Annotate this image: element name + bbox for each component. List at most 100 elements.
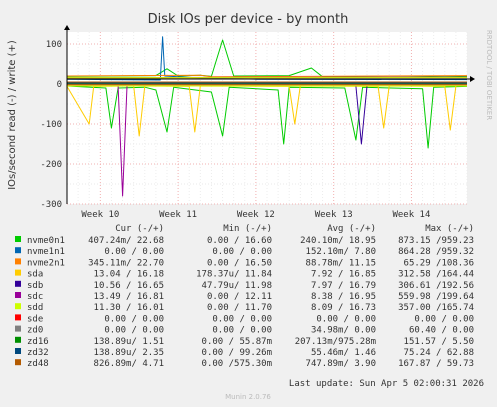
legend-cur-value: 0.00 / 0.00 bbox=[104, 326, 164, 336]
legend-max-value: 0.00 / 0.00 bbox=[414, 314, 474, 324]
x-tick-label: Week 14 bbox=[392, 210, 430, 220]
legend-series-name: sda bbox=[27, 270, 43, 280]
y-tick-label: 0 bbox=[57, 80, 62, 90]
legend-min-value: 0.00 /575.30m bbox=[202, 359, 272, 369]
legend-min-value: 0.00 / 11.70 bbox=[207, 303, 272, 313]
legend-series-name: zd32 bbox=[27, 348, 49, 358]
x-tick-labels: Week 10 Week 11 Week 12 Week 13 Week 14 bbox=[81, 210, 430, 220]
series-nvme2n1-write-line bbox=[66, 74, 468, 78]
legend-row-sdd: sdd 11.30 / 16.01 0.00 / 11.70 8.09 / 16.73… bbox=[15, 303, 474, 313]
legend-avg-value: 240.10m/ 18.95 bbox=[300, 236, 376, 246]
x-tick-label: Week 11 bbox=[159, 210, 197, 220]
series-lines bbox=[66, 36, 468, 197]
legend-series-name: nvme0n1 bbox=[27, 236, 65, 246]
legend-max-value: 306.61 /192.56 bbox=[398, 281, 474, 291]
legend-avg-value: 0.00 / 0.00 bbox=[316, 314, 376, 324]
legend-avg-value: 8.38 / 16.95 bbox=[311, 292, 376, 302]
legend-max-value: 559.98 /199.64 bbox=[398, 292, 474, 302]
legend-header-cur: Cur (-/+) bbox=[115, 224, 164, 234]
last-update: Last update: Sun Apr 5 02:00:31 2026 bbox=[289, 379, 484, 389]
grid-lines bbox=[66, 32, 468, 205]
legend-max-value: 75.24 / 62.88 bbox=[404, 348, 474, 358]
legend-swatch bbox=[15, 258, 21, 265]
legend-series-name: sdb bbox=[27, 281, 43, 291]
legend-swatch bbox=[15, 314, 21, 321]
legend-row-nvme1n1: nvme1n1 0.00 / 0.00 0.00 / 0.00 152.10m/ 7.… bbox=[15, 247, 474, 257]
legend-header-min: Min (-/+) bbox=[223, 224, 272, 234]
legend-row-sde: sde 0.00 / 0.00 0.00 / 0.00 0.00 / 0.00 0.00… bbox=[15, 314, 474, 324]
legend-min-value: 47.79u/ 11.98 bbox=[202, 281, 272, 291]
legend-max-value: 357.00 /165.74 bbox=[398, 303, 474, 313]
legend-series-name: sdd bbox=[27, 303, 43, 313]
legend-avg-value: 747.89m/ 3.90 bbox=[306, 359, 376, 369]
legend-max-value: 65.29 /108.36 bbox=[404, 258, 474, 268]
legend-min-value: 0.00 / 99.26m bbox=[202, 348, 272, 358]
legend-max-value: 60.40 / 0.00 bbox=[409, 326, 474, 336]
legend-swatch bbox=[15, 303, 21, 310]
legend-swatch bbox=[15, 359, 21, 366]
legend-row-nvme0n1: nvme0n1 407.24m/ 22.68 0.00 / 16.60 240.10m… bbox=[15, 236, 474, 246]
legend-swatch bbox=[15, 348, 21, 354]
x-axis-arrow-icon bbox=[470, 76, 475, 82]
legend-swatch bbox=[15, 269, 21, 276]
x-tick-label: Week 10 bbox=[81, 210, 119, 220]
legend-cur-value: 11.30 / 16.01 bbox=[94, 303, 164, 313]
legend-cur-value: 826.89m/ 4.71 bbox=[94, 359, 164, 369]
legend-series-name: zd48 bbox=[27, 359, 49, 369]
chart-title: Disk IOs per device - by month bbox=[148, 12, 349, 27]
legend-min-value: 178.37u/ 11.84 bbox=[196, 270, 272, 280]
rrdtool-side-label: RRDTOOL / TOBI OETIKER bbox=[485, 30, 493, 120]
legend-min-value: 0.00 / 55.87m bbox=[202, 337, 272, 347]
legend-cur-value: 0.00 / 0.00 bbox=[104, 247, 164, 257]
legend-max-value: 873.15 /959.23 bbox=[398, 236, 474, 246]
legend-swatch bbox=[15, 280, 21, 287]
legend-swatch bbox=[15, 236, 21, 242]
legend-cur-value: 13.04 / 16.18 bbox=[94, 270, 164, 280]
legend-header-avg: Avg (-/+) bbox=[327, 224, 376, 234]
plot-area bbox=[67, 32, 467, 204]
legend-avg-value: 7.92 / 16.85 bbox=[311, 270, 376, 280]
legend-swatch bbox=[15, 336, 21, 343]
legend-avg-value: 55.46m/ 1.46 bbox=[311, 348, 376, 358]
legend-cur-value: 138.89u/ 2.35 bbox=[94, 348, 164, 358]
x-tick-label: Week 12 bbox=[237, 210, 275, 220]
legend-max-value: 167.87 / 59.73 bbox=[398, 359, 474, 369]
y-axis-label: IOs/second read (-) / write (+) bbox=[7, 40, 18, 190]
legend-avg-value: 207.13m/975.28m bbox=[295, 337, 376, 347]
y-tick-label: -200 bbox=[40, 160, 62, 170]
x-tick-label: Week 13 bbox=[315, 210, 353, 220]
legend-avg-value: 7.97 / 16.79 bbox=[311, 281, 376, 291]
legend-cur-value: 407.24m/ 22.68 bbox=[88, 236, 164, 246]
legend-min-value: 0.00 / 0.00 bbox=[212, 247, 272, 257]
legend-row-zd0: zd0 0.00 / 0.00 0.00 / 0.00 34.98m/ 0.00 60.… bbox=[15, 325, 474, 336]
y-tick-labels: 100 0 -100 -200 -300 bbox=[40, 40, 62, 210]
legend-row-sdb: sdb 10.56 / 16.65 47.79u/ 11.98 7.97 / 16.7… bbox=[15, 280, 474, 291]
legend-cur-value: 10.56 / 16.65 bbox=[94, 281, 164, 291]
legend-avg-value: 8.09 / 16.73 bbox=[311, 303, 376, 313]
legend-series-name: zd16 bbox=[27, 337, 49, 347]
y-tick-label: -300 bbox=[40, 200, 62, 210]
legend-min-value: 0.00 / 0.00 bbox=[212, 326, 272, 336]
munin-version-footer: Munin 2.0.76 bbox=[225, 393, 271, 401]
legend-max-value: 151.57 / 5.50 bbox=[404, 337, 474, 347]
y-tick-label: -100 bbox=[40, 120, 62, 130]
y-axis-arrow-icon bbox=[64, 25, 70, 30]
legend-avg-value: 152.10m/ 7.80 bbox=[306, 247, 376, 257]
y-tick-label: 100 bbox=[46, 40, 62, 50]
legend-avg-value: 88.78m/ 11.15 bbox=[306, 258, 376, 268]
legend-cur-value: 138.89u/ 1.51 bbox=[94, 337, 164, 347]
legend-series-name: zd0 bbox=[27, 326, 43, 336]
legend-max-value: 312.58 /164.44 bbox=[398, 270, 474, 280]
legend-row-sdc: sdc 13.49 / 16.81 0.00 / 12.11 8.38 / 16.95… bbox=[15, 292, 474, 302]
legend-row-zd32: zd32 138.89u/ 2.35 0.00 / 99.26m 55.46m/ 1.… bbox=[15, 348, 474, 358]
legend-max-value: 864.28 /959.32 bbox=[398, 247, 474, 257]
legend-cur-value: 345.11m/ 22.70 bbox=[88, 258, 164, 268]
legend-series-name: sdc bbox=[27, 292, 43, 302]
legend-swatch bbox=[15, 292, 21, 298]
legend-avg-value: 34.98m/ 0.00 bbox=[311, 326, 376, 336]
legend-min-value: 0.00 / 16.50 bbox=[207, 258, 272, 268]
legend-swatch bbox=[15, 247, 21, 254]
legend-row-zd48: zd48 826.89m/ 4.71 0.00 /575.30m 747.89m/ 3… bbox=[15, 359, 474, 369]
legend-header-max: Max (-/+) bbox=[425, 224, 474, 234]
